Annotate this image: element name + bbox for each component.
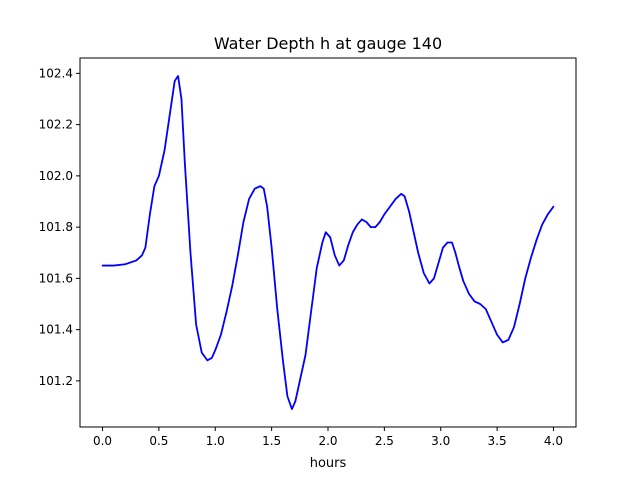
- x-tick-label: 4.0: [544, 434, 563, 448]
- x-tick-label: 1.0: [206, 434, 225, 448]
- y-tick-label: 101.6: [39, 271, 73, 285]
- x-tick-label: 1.5: [262, 434, 281, 448]
- x-tick-label: 0.0: [93, 434, 112, 448]
- x-tick-label: 2.0: [318, 434, 337, 448]
- y-tick-label: 102.0: [39, 169, 73, 183]
- x-axis-ticks: 0.0 0.5 1.0 1.5 2.0 2.5 3.0 3.5 4.0: [93, 427, 563, 448]
- x-tick-label: 3.0: [431, 434, 450, 448]
- y-tick-label: 101.2: [39, 374, 73, 388]
- chart-title: Water Depth h at gauge 140: [214, 34, 442, 53]
- x-axis-label: hours: [310, 456, 347, 471]
- x-tick-label: 2.5: [375, 434, 394, 448]
- y-tick-label: 101.8: [39, 220, 73, 234]
- x-tick-label: 0.5: [149, 434, 168, 448]
- y-tick-label: 101.4: [39, 323, 73, 337]
- y-tick-label: 102.4: [39, 66, 73, 80]
- x-tick-label: 3.5: [488, 434, 507, 448]
- y-axis-ticks: 101.2 101.4 101.6 101.8 102.0 102.2 102.4: [39, 66, 80, 388]
- y-tick-label: 102.2: [39, 118, 73, 132]
- series-line-h: [101, 75, 555, 410]
- series-layer: [101, 75, 555, 410]
